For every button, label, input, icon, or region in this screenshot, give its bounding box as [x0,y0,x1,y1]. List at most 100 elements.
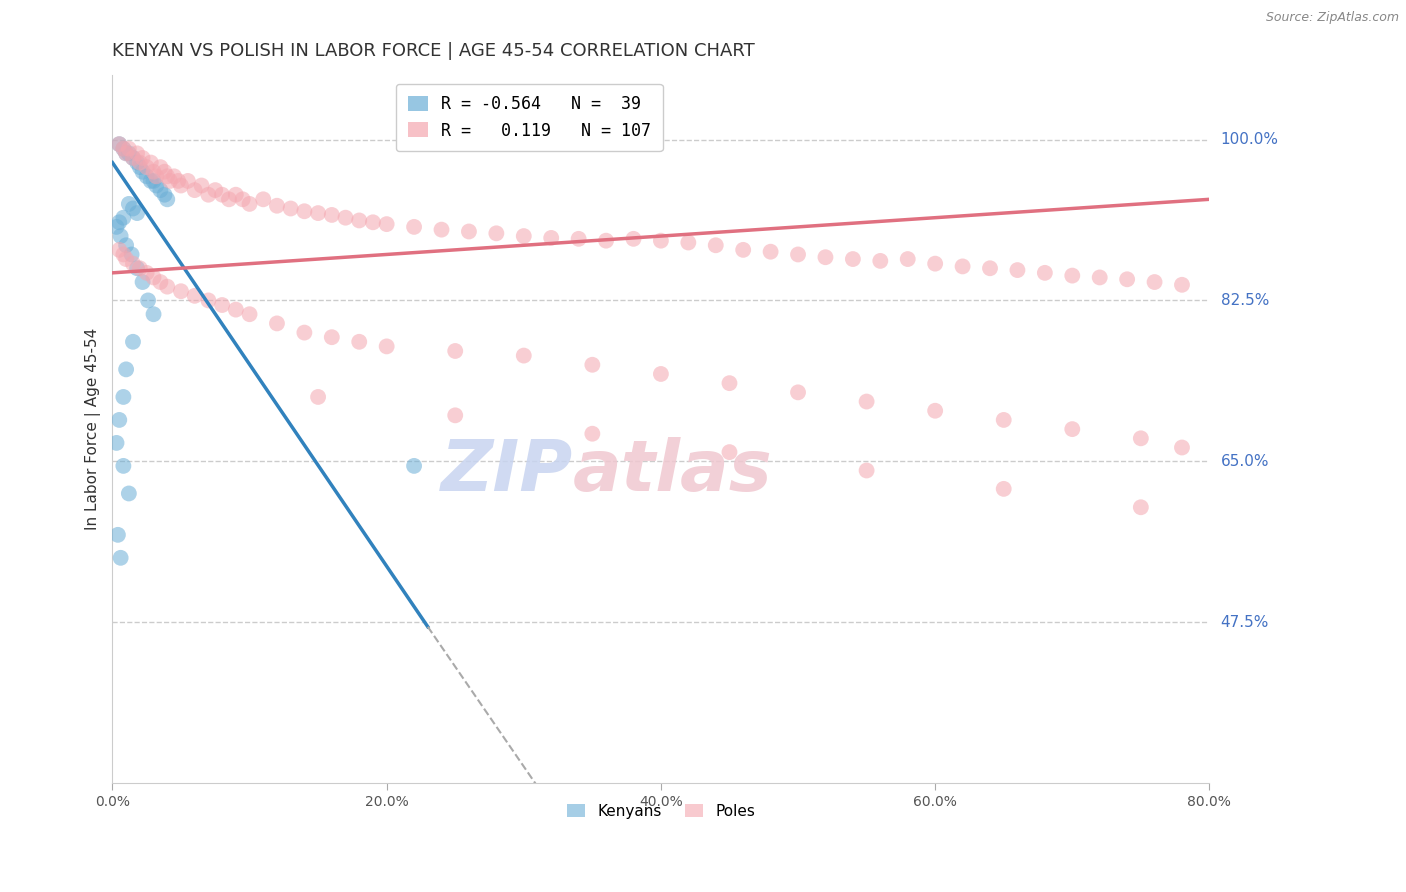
Point [115,238,138,252]
Point [1171,277,1194,292]
Point [513,229,536,244]
Point [204,183,226,197]
Point [787,385,810,400]
Text: ZIP: ZIP [441,437,574,506]
Point [142,307,165,321]
Text: 65.0%: 65.0% [1220,454,1270,469]
Point [108,137,131,152]
Point [135,169,157,184]
Legend: Kenyans, Poles: Kenyans, Poles [561,797,761,825]
Point [142,270,165,285]
Point [375,217,398,231]
Point [1129,431,1152,445]
Point [108,413,131,427]
Point [733,243,755,257]
Point [307,390,329,404]
Point [136,293,159,308]
Point [142,165,165,179]
Point [108,137,131,152]
Point [149,160,172,174]
Point [122,151,145,165]
Point [118,486,141,500]
Point [993,482,1015,496]
Point [177,174,200,188]
Point [190,178,212,193]
Text: 82.5%: 82.5% [1220,293,1268,308]
Point [139,155,162,169]
Point [232,192,254,206]
Point [540,231,562,245]
Point [623,232,645,246]
Point [1129,500,1152,515]
Point [170,284,193,298]
Point [115,146,138,161]
Point [122,202,145,216]
Point [869,253,891,268]
Point [1033,266,1056,280]
Point [127,261,149,276]
Text: 100.0%: 100.0% [1220,132,1278,147]
Point [131,151,153,165]
Point [855,394,877,409]
Point [149,183,172,197]
Point [361,215,384,229]
Point [225,187,247,202]
Point [153,165,176,179]
Point [718,376,741,391]
Point [375,339,398,353]
Point [105,219,128,234]
Point [122,257,145,271]
Text: atlas: atlas [574,437,773,506]
Point [197,293,219,308]
Point [128,261,150,276]
Point [444,343,467,358]
Point [855,463,877,477]
Point [142,174,165,188]
Point [458,225,481,239]
Point [163,169,186,184]
Point [118,142,141,156]
Point [979,261,1001,276]
Point [112,390,135,404]
Point [121,247,143,261]
Point [924,403,946,417]
Point [156,192,179,206]
Point [280,202,302,216]
Point [108,243,131,257]
Point [131,165,153,179]
Point [211,298,233,312]
Point [149,275,172,289]
Point [1007,263,1029,277]
Point [122,151,145,165]
Point [842,252,865,266]
Point [135,160,157,174]
Point [112,247,135,261]
Point [266,199,288,213]
Point [513,349,536,363]
Point [787,247,810,261]
Point [238,307,260,321]
Point [156,279,179,293]
Point [252,192,274,206]
Point [485,227,508,241]
Point [115,252,138,266]
Point [307,206,329,220]
Point [127,206,149,220]
Point [167,174,190,188]
Point [595,234,617,248]
Point [993,413,1015,427]
Point [581,358,603,372]
Point [650,367,672,381]
Point [218,192,240,206]
Point [118,197,141,211]
Point [266,317,288,331]
Point [404,458,426,473]
Point [404,219,426,234]
Point [678,235,700,250]
Point [131,275,153,289]
Point [952,260,974,274]
Point [759,244,782,259]
Point [145,169,167,184]
Point [292,326,315,340]
Point [430,222,453,236]
